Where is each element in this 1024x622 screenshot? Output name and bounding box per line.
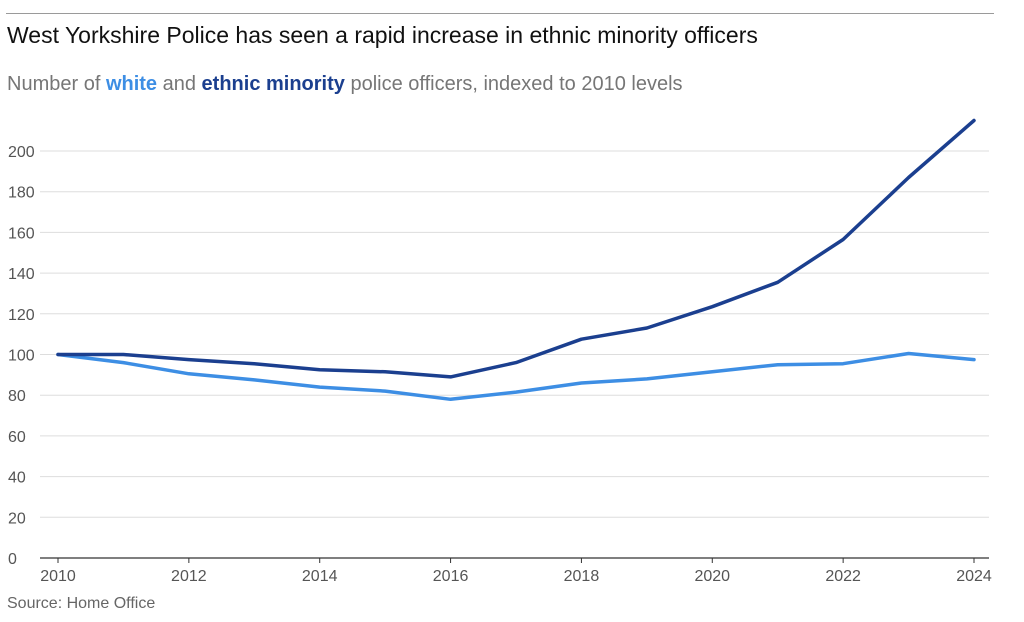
chart-title: West Yorkshire Police has seen a rapid i… [7, 22, 758, 48]
y-tick-label-120: 120 [8, 307, 35, 324]
y-tick-label-140: 140 [8, 266, 35, 283]
x-tick-label-2018: 2018 [564, 568, 600, 585]
x-tick-label-2014: 2014 [302, 568, 338, 585]
x-tick-label-2010: 2010 [40, 568, 76, 585]
subtitle-middle: and [157, 73, 202, 95]
y-tick-label-40: 40 [8, 470, 26, 487]
x-tick-label-2020: 2020 [694, 568, 730, 585]
y-tick-label-180: 180 [8, 185, 35, 202]
y-tick-label-80: 80 [8, 388, 26, 405]
series-line-white [56, 351, 976, 402]
chart-source: Source: Home Office [7, 595, 156, 612]
series-line-ethnic-minority [56, 118, 976, 379]
x-tick-label-2016: 2016 [433, 568, 469, 585]
x-tick-label-2022: 2022 [825, 568, 861, 585]
y-tick-label-20: 20 [8, 510, 26, 527]
y-tick-label-200: 200 [8, 144, 35, 161]
y-tick-label-0: 0 [8, 551, 17, 568]
y-tick-label-100: 100 [8, 348, 35, 365]
y-tick-label-160: 160 [8, 225, 35, 242]
legend-white: white [105, 73, 158, 95]
chart-subtitle: Number of white and ethnic minority poli… [7, 73, 683, 96]
subtitle-prefix: Number of [7, 73, 106, 95]
x-tick-label-2012: 2012 [171, 568, 207, 585]
top-rule [6, 13, 994, 14]
subtitle-suffix: police officers, indexed to 2010 levels [344, 73, 683, 95]
legend-ethnic-minority: ethnic minority [201, 73, 345, 95]
y-tick-label-60: 60 [8, 429, 26, 446]
x-tick-label-2024: 2024 [956, 568, 992, 585]
